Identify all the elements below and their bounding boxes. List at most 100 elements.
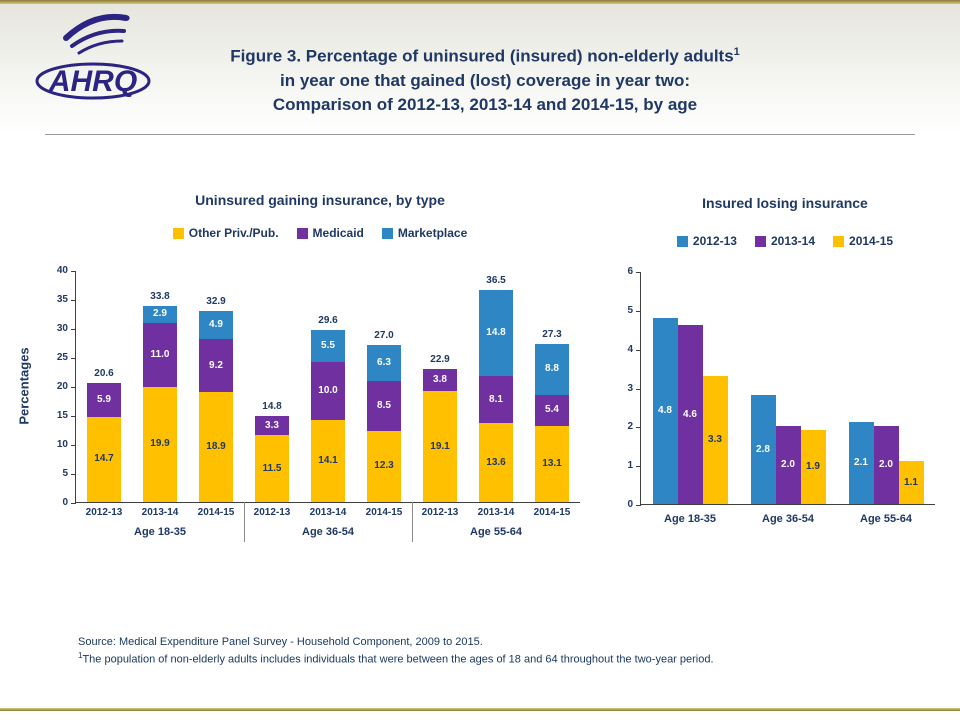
y-tick-label: 0 bbox=[62, 497, 68, 508]
x-category-label: 2014-15 bbox=[365, 507, 403, 518]
x-category-label: 2013-14 bbox=[309, 507, 347, 518]
y-tick-label: 1 bbox=[627, 460, 633, 472]
y-tick-label: 3 bbox=[627, 382, 633, 394]
bar-segment: 3.3 bbox=[255, 416, 289, 436]
bar-slot: 13.1 5.4 8.8 27.3 bbox=[524, 271, 580, 502]
legend-swatch bbox=[833, 235, 845, 247]
x-category-labels: 2012-13 2013-14 2014-15 2012-13 2013-14 2014-… bbox=[76, 507, 580, 518]
y-tick-label: 4 bbox=[627, 343, 633, 355]
x-group-label: Age 55-64 bbox=[470, 526, 522, 538]
segment-value: 12.3 bbox=[374, 460, 394, 472]
segment-value: 8.8 bbox=[545, 363, 559, 375]
y-tick-mark bbox=[636, 466, 641, 468]
bar-segment: 5.5 bbox=[311, 330, 345, 363]
bar-segment: 5.4 bbox=[535, 394, 569, 427]
y-tick-label: 30 bbox=[56, 323, 68, 334]
bar-segment: 9.2 bbox=[199, 339, 233, 393]
bar-slot: 19.1 3.8 22.9 bbox=[412, 271, 468, 502]
segment-value: 6.3 bbox=[377, 357, 391, 369]
bar-group: 2.1 2.0 1.1 bbox=[837, 272, 935, 504]
bar-total-value: 27.3 bbox=[542, 328, 562, 340]
bar-segment: 2.9 bbox=[143, 305, 177, 323]
logo-text: AHRQ bbox=[48, 65, 137, 98]
bar-slot: 18.9 9.2 4.9 32.9 bbox=[188, 271, 244, 502]
bar: 2.0 bbox=[775, 426, 801, 504]
segment-value: 11.0 bbox=[150, 348, 170, 360]
segment-value: 19.9 bbox=[150, 438, 170, 450]
bar: 1.1 bbox=[898, 461, 924, 504]
x-category-label: 2014-15 bbox=[197, 507, 235, 518]
bar-segment: 13.6 bbox=[479, 423, 513, 502]
y-tick-mark bbox=[71, 271, 76, 272]
y-tick-label: 25 bbox=[56, 352, 68, 363]
right-chart-title: Insured losing insurance bbox=[702, 195, 868, 211]
segment-value: 9.2 bbox=[209, 359, 223, 371]
x-group-label: Age 18-35 bbox=[134, 526, 186, 538]
bar: 4.6 bbox=[677, 325, 703, 504]
legend-label: Marketplace bbox=[397, 226, 468, 240]
title-line-2: in year one that gained (lost) coverage … bbox=[280, 70, 690, 90]
y-tick-label: 15 bbox=[56, 410, 68, 421]
bar-total-value: 22.9 bbox=[430, 354, 450, 366]
bar-segment: 13.1 bbox=[535, 426, 569, 502]
y-tick-mark bbox=[71, 445, 76, 446]
title-line-1-text: Figure 3. Percentage of uninsured (insur… bbox=[230, 46, 734, 66]
stacked-bar: 18.9 9.2 4.9 bbox=[199, 310, 233, 502]
bar-total-value: 20.6 bbox=[94, 367, 114, 379]
y-tick-mark bbox=[71, 329, 76, 330]
x-category-label: 2012-13 bbox=[253, 507, 291, 518]
eagle-icon bbox=[63, 13, 130, 55]
bar-segment: 8.5 bbox=[367, 381, 401, 431]
x-category-label: 2012-13 bbox=[85, 507, 123, 518]
stacked-bar: 13.1 5.4 8.8 bbox=[535, 343, 569, 502]
bar-value: 2.0 bbox=[879, 459, 893, 471]
bar-value: 1.1 bbox=[904, 476, 918, 488]
bar-total-value: 29.6 bbox=[318, 315, 338, 327]
y-tick-mark bbox=[71, 503, 76, 504]
y-tick-label: 35 bbox=[56, 294, 68, 305]
legend-item: 2012-13 bbox=[676, 234, 737, 248]
bar-segment: 3.8 bbox=[423, 369, 457, 392]
segment-value: 18.9 bbox=[206, 441, 226, 453]
footnote-text: 1The population of non-elderly adults in… bbox=[78, 651, 714, 666]
bar-segment: 8.8 bbox=[535, 343, 569, 395]
bar: 2.0 bbox=[873, 426, 899, 504]
figure-title: Figure 3. Percentage of uninsured (insur… bbox=[180, 40, 790, 117]
bar: 1.9 bbox=[800, 430, 826, 504]
top-accent-line bbox=[0, 0, 960, 4]
legend-label: 2014-15 bbox=[849, 234, 894, 248]
y-tick-label: 5 bbox=[62, 468, 68, 479]
title-line-1: Figure 3. Percentage of uninsured (insur… bbox=[180, 40, 790, 69]
bar-total-value: 14.8 bbox=[262, 401, 282, 413]
y-tick-label: 10 bbox=[56, 439, 68, 450]
bar-total-value: 32.9 bbox=[206, 296, 226, 308]
y-tick-mark bbox=[636, 505, 641, 506]
segment-value: 3.3 bbox=[265, 419, 279, 431]
segment-value: 13.1 bbox=[542, 458, 562, 470]
bars-row: 4.8 4.6 3.3 2.8 2.0 1.9 2.1 2.0 1.1 bbox=[641, 272, 935, 504]
legend-label: 2013-14 bbox=[770, 234, 816, 248]
stacked-bar: 14.1 10.0 5.5 bbox=[311, 330, 345, 502]
bar-segment: 8.1 bbox=[479, 376, 513, 424]
bar-value: 2.8 bbox=[756, 443, 770, 455]
left-chart-legend: Other Priv./Pub. Medicaid Marketplace bbox=[85, 226, 555, 240]
bar-segment: 19.9 bbox=[143, 386, 177, 502]
stacked-bar: 12.3 8.5 6.3 bbox=[367, 344, 401, 502]
group-separator bbox=[412, 502, 413, 542]
legend-swatch bbox=[676, 235, 688, 247]
footnote-superscript: 1 bbox=[78, 651, 83, 660]
ahrq-logo-graphic: AHRQ bbox=[35, 13, 151, 100]
segment-value: 13.6 bbox=[486, 456, 506, 468]
footnote-body: The population of non-elderly adults inc… bbox=[82, 653, 714, 666]
bar-slot: 14.7 5.9 20.6 bbox=[76, 271, 132, 502]
logo-oval bbox=[35, 62, 151, 100]
legend-item: Medicaid bbox=[296, 226, 364, 240]
bar-segment: 12.3 bbox=[367, 430, 401, 502]
bar-group: 2.8 2.0 1.9 bbox=[739, 272, 837, 504]
bar-segment: 11.0 bbox=[143, 322, 177, 387]
y-tick-label: 0 bbox=[627, 499, 633, 510]
legend-item: Marketplace bbox=[381, 226, 468, 240]
bar-segment: 10.0 bbox=[311, 362, 345, 421]
legend-label: Medicaid bbox=[312, 226, 364, 240]
legend-label: 2012-13 bbox=[692, 234, 737, 248]
